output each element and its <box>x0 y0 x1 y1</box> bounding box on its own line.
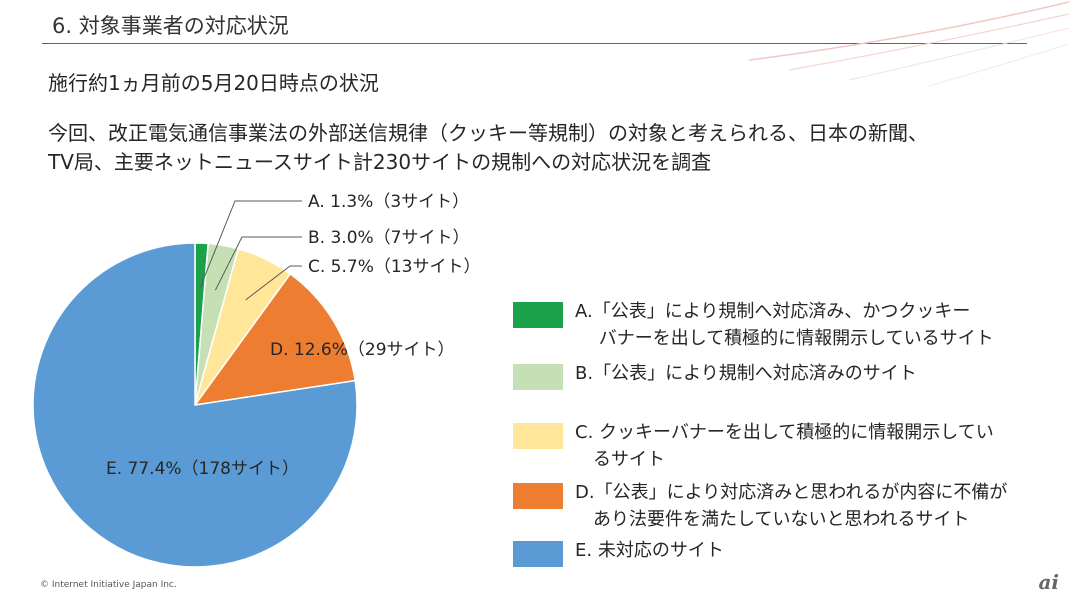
legend-a-line-1: A.「公表」により規制へ対応済み、かつクッキー <box>575 301 971 322</box>
leader-line-b <box>214 236 302 291</box>
legend-text-e: E. 未対応のサイト <box>575 537 1065 564</box>
legend-text-d: D.「公表」により対応済みと思われるが内容に不備が あり法要件を満たしていないと… <box>575 479 1065 533</box>
legend-c-line-2: るサイト <box>575 449 665 470</box>
slice-label-a: A. 1.3%（3サイト） <box>308 192 469 212</box>
legend-d-line-1: D.「公表」により対応済みと思われるが内容に不備が <box>575 482 1008 503</box>
pie-slice-e <box>32 242 358 568</box>
page-title: 6. 対象事業者の対応状況 <box>52 14 289 38</box>
title-divider <box>42 43 1027 44</box>
legend-swatch-d <box>513 483 563 509</box>
legend-b-line-1: B.「公表」により規制へ対応済みのサイト <box>575 363 917 384</box>
pie-slice-d <box>193 272 357 407</box>
description-line-2: TV局、主要ネットニュースサイト計230サイトの規制への対応状況を調査 <box>48 150 712 174</box>
legend-d-line-2: あり法要件を満たしていないと思われるサイト <box>575 509 970 530</box>
slice-label-e: E. 77.4%（178サイト） <box>106 459 299 479</box>
legend-text-a: A.「公表」により規制へ対応済み、かつクッキー バナーを出して積極的に情報開示し… <box>575 298 1065 352</box>
slice-label-c: C. 5.7%（13サイト） <box>308 257 481 277</box>
copyright-footer: © Internet Initiative Japan Inc. <box>40 580 177 590</box>
leader-line-a <box>199 200 302 289</box>
legend-c-line-1: C. クッキーバナーを出して積極的に情報開示してい <box>575 422 994 443</box>
slice-label-b: B. 3.0%（7サイト） <box>308 228 469 248</box>
description-line-1: 今回、改正電気通信事業法の外部送信規律（クッキー等規制）の対象と考えられる、日本… <box>48 121 928 145</box>
brand-logo: ai <box>1038 570 1059 594</box>
legend-e-line-1: E. 未対応のサイト <box>575 540 724 561</box>
legend-text-c: C. クッキーバナーを出して積極的に情報開示してい るサイト <box>575 419 1065 473</box>
legend-swatch-a <box>513 302 563 328</box>
legend-a-line-2: バナーを出して積極的に情報開示しているサイト <box>575 328 994 349</box>
description: 今回、改正電気通信事業法の外部送信規律（クッキー等規制）の対象と考えられる、日本… <box>48 119 1058 177</box>
subtitle: 施行約1ヵ月前の5月20日時点の状況 <box>48 71 379 95</box>
leader-line-c <box>245 265 302 301</box>
legend-swatch-c <box>513 423 563 449</box>
legend-swatch-b <box>513 364 563 390</box>
slice-label-d: D. 12.6%（29サイト） <box>270 340 455 360</box>
decorative-swoosh <box>748 1 1069 87</box>
legend-text-b: B.「公表」により規制へ対応済みのサイト <box>575 360 1065 387</box>
legend-swatch-e <box>513 541 563 567</box>
